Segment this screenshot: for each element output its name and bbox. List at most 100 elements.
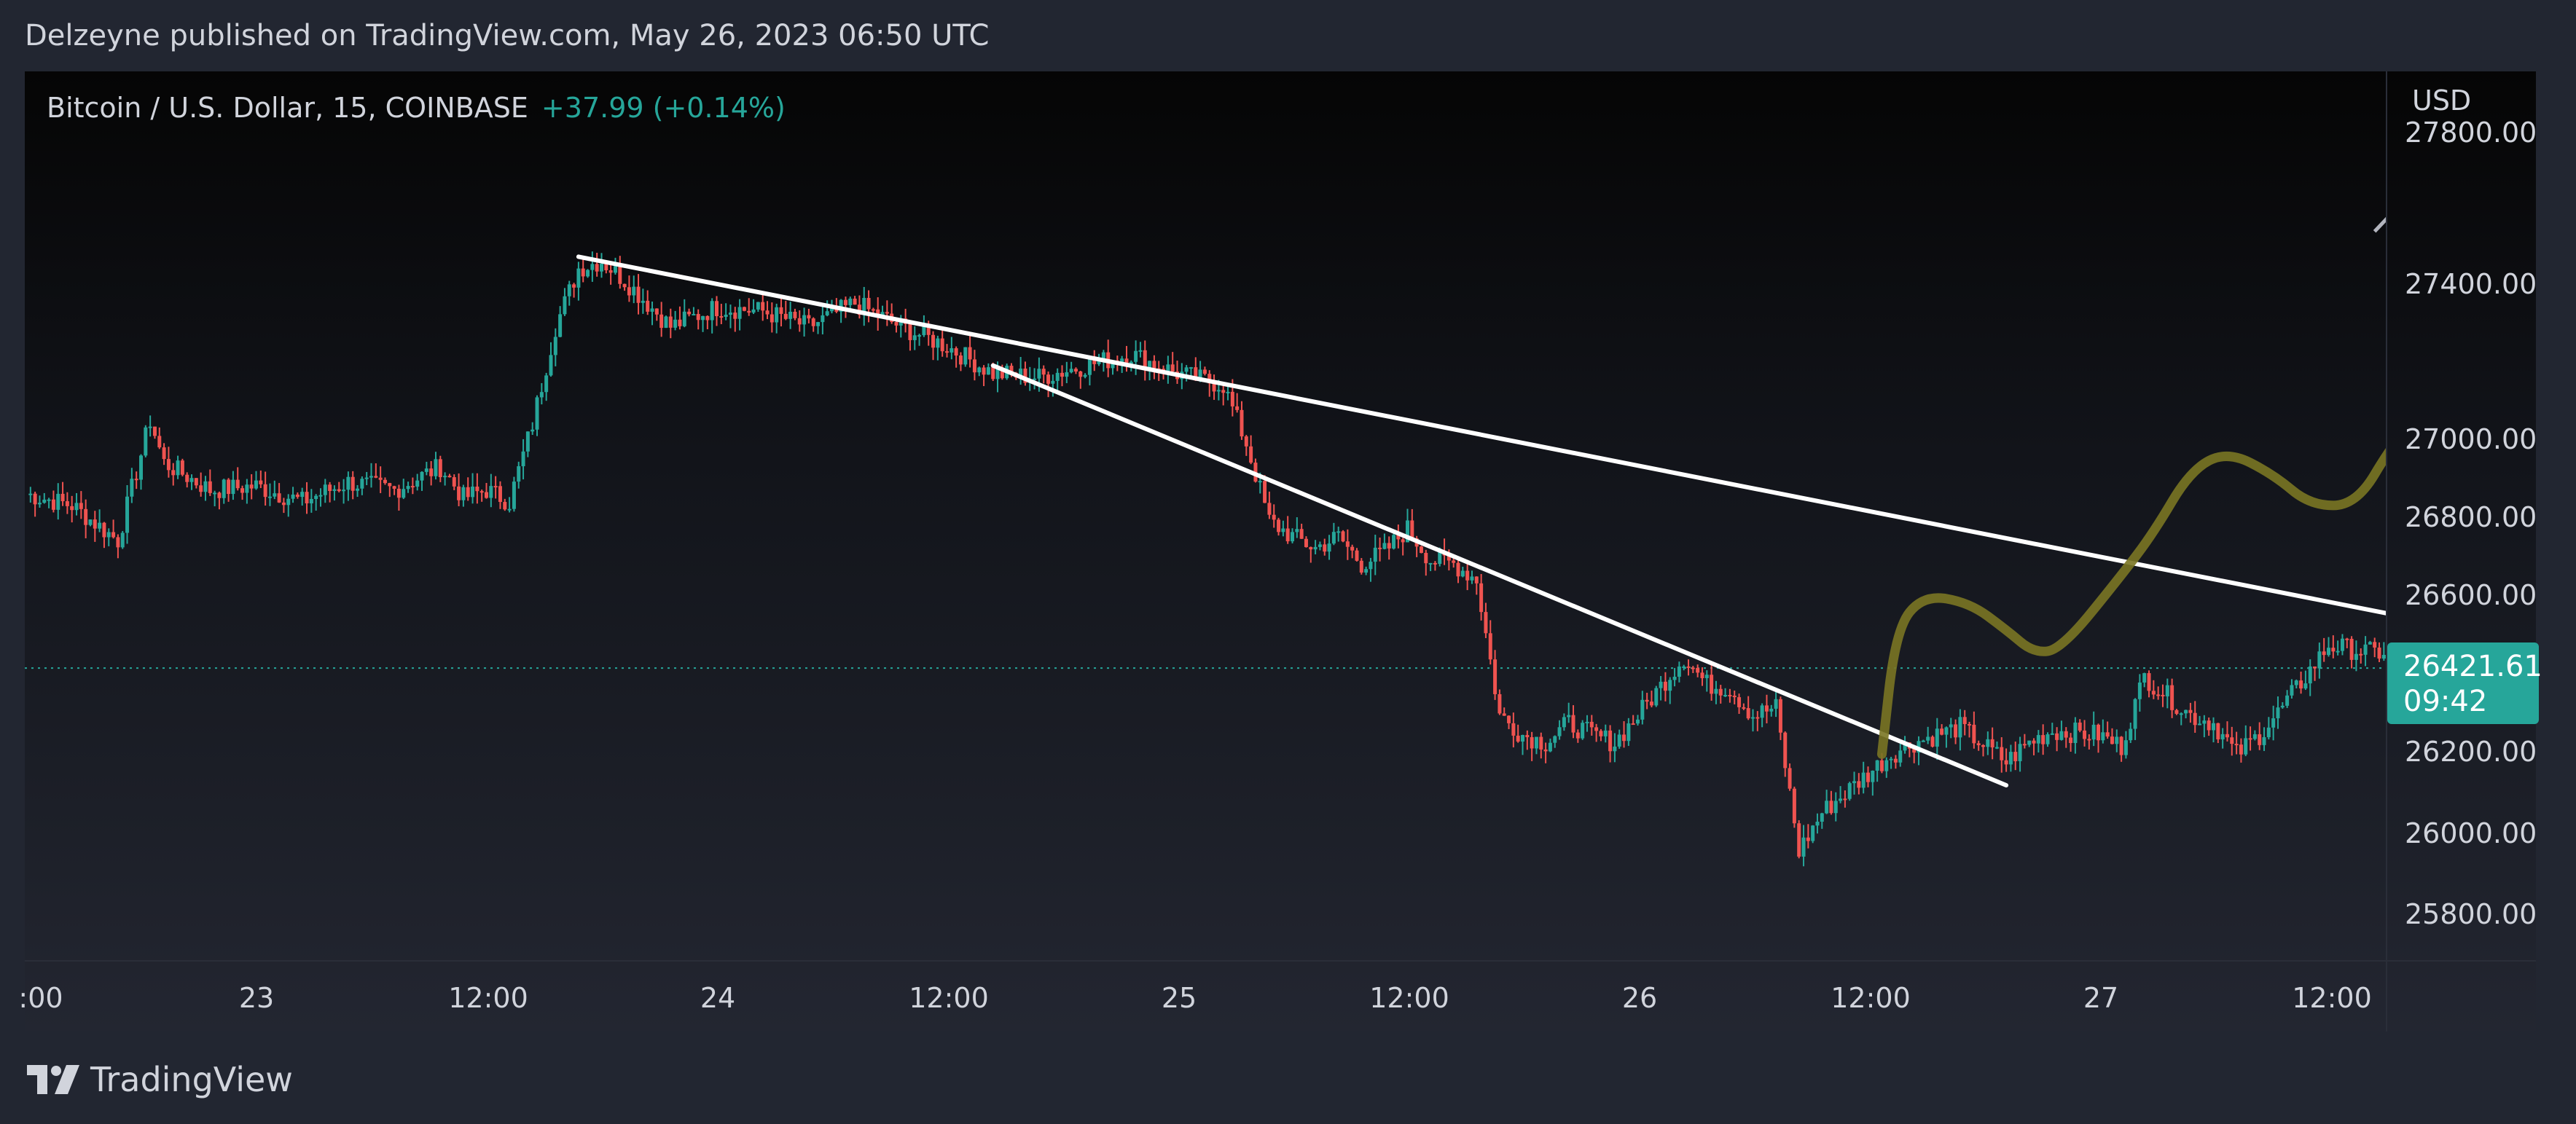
candle-down xyxy=(351,476,355,491)
candle-down xyxy=(1502,713,1506,716)
candle-up xyxy=(1557,727,1562,736)
candle-down xyxy=(1323,544,1327,552)
publish-header: Delzeyne published on TradingView.com, M… xyxy=(0,0,2576,71)
candle-up xyxy=(106,532,111,538)
candle-down xyxy=(1594,727,1599,731)
candle-up xyxy=(360,479,364,489)
time-tick: 25 xyxy=(1161,982,1197,1014)
candle-down xyxy=(485,492,488,498)
candle-up xyxy=(1769,708,1774,712)
candle-down xyxy=(1792,788,1796,824)
candle-up xyxy=(2045,734,2050,744)
price-tick: 27000.00 xyxy=(2405,423,2537,455)
candle-up xyxy=(332,489,337,491)
candle-up xyxy=(2184,710,2188,714)
candle-down xyxy=(1212,383,1216,392)
candle-down xyxy=(2193,712,2197,726)
candle-up xyxy=(1327,543,1331,552)
tradingview-logo[interactable]: TradingView xyxy=(26,1059,293,1100)
candle-up xyxy=(98,522,102,529)
candle-down xyxy=(945,351,949,353)
candle-up xyxy=(1903,742,1907,751)
candle-down xyxy=(1465,570,1470,581)
candle-down xyxy=(1479,583,1484,613)
candle-up xyxy=(443,476,447,478)
candle-up xyxy=(1672,677,1677,680)
candle-up xyxy=(737,307,742,319)
candle-down xyxy=(162,447,166,460)
candle-down xyxy=(2331,648,2336,652)
candle-down xyxy=(1073,369,1078,372)
candle-down xyxy=(60,493,65,502)
candle-down xyxy=(1663,681,1667,691)
candle-up xyxy=(314,495,318,500)
candle-up xyxy=(2212,723,2215,731)
candle-up xyxy=(1295,529,1299,532)
candle-up xyxy=(1369,562,1373,570)
candle-up xyxy=(1134,350,1138,362)
candle-down xyxy=(608,270,613,273)
candle-down xyxy=(194,478,198,486)
candle-up xyxy=(2133,699,2137,729)
price-chart[interactable] xyxy=(25,71,2386,960)
candle-up xyxy=(2308,666,2312,684)
candle-up xyxy=(2027,740,2032,745)
candle-up xyxy=(650,308,654,312)
candle-up xyxy=(1051,380,1055,384)
candle-up xyxy=(682,311,686,326)
candle-up xyxy=(1921,740,1925,742)
candle-up xyxy=(323,484,327,495)
candle-up xyxy=(2059,731,2064,740)
candle-up xyxy=(1833,801,1838,814)
candle-up xyxy=(56,493,60,510)
candle-down xyxy=(908,323,912,340)
candle-up xyxy=(576,268,581,288)
candle-down xyxy=(982,367,986,375)
candle-up xyxy=(37,503,42,505)
candle-down xyxy=(1530,736,1534,749)
candle-down xyxy=(581,268,585,277)
candle-down xyxy=(33,493,37,505)
candle-down xyxy=(1263,481,1267,503)
candle-up xyxy=(420,471,424,481)
candle-up xyxy=(1382,543,1387,549)
candle-down xyxy=(447,476,452,478)
symbol-legend[interactable]: Bitcoin / U.S. Dollar, 15, COINBASE +37.9… xyxy=(47,92,786,124)
candle-down xyxy=(277,493,281,503)
candle-up xyxy=(2129,728,2133,741)
candle-down xyxy=(503,502,507,510)
candle-up xyxy=(406,486,410,490)
candle-down xyxy=(627,287,631,296)
candle-down xyxy=(1249,446,1253,463)
candle-up xyxy=(2317,651,2322,669)
candle-up xyxy=(995,368,1000,380)
candle-down xyxy=(991,367,995,380)
candle-up xyxy=(1166,364,1170,374)
tradingview-logo-icon xyxy=(27,1065,79,1094)
chart-pane[interactable]: Bitcoin / U.S. Dollar, 15, COINBASE +37.9… xyxy=(25,71,2536,1031)
candle-up xyxy=(1291,532,1294,542)
candle-down xyxy=(2313,666,2317,669)
candle-down xyxy=(65,501,69,506)
candle-down xyxy=(719,316,724,318)
candle-down xyxy=(1507,715,1511,723)
candle-up xyxy=(2303,683,2308,689)
candle-down xyxy=(2004,760,2008,765)
candle-up xyxy=(1944,727,1949,735)
time-tick: :00 xyxy=(18,982,63,1014)
candle-up xyxy=(535,397,539,430)
candle-down xyxy=(199,485,203,492)
bar-countdown: 09:42 xyxy=(2403,685,2488,718)
candle-down xyxy=(2299,680,2303,689)
candle-up xyxy=(586,270,590,277)
candle-up xyxy=(2101,732,2105,741)
candle-up xyxy=(1617,734,1621,747)
candle-up xyxy=(710,301,714,321)
currency-label[interactable]: USD xyxy=(2412,85,2472,117)
candle-down xyxy=(1746,708,1750,719)
candle-up xyxy=(1553,736,1557,743)
candle-up xyxy=(1189,367,1193,369)
candle-up xyxy=(692,314,696,316)
candle-down xyxy=(1691,667,1695,669)
candle-down xyxy=(733,313,737,319)
